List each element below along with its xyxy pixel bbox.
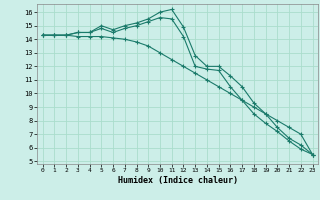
X-axis label: Humidex (Indice chaleur): Humidex (Indice chaleur): [118, 176, 237, 185]
